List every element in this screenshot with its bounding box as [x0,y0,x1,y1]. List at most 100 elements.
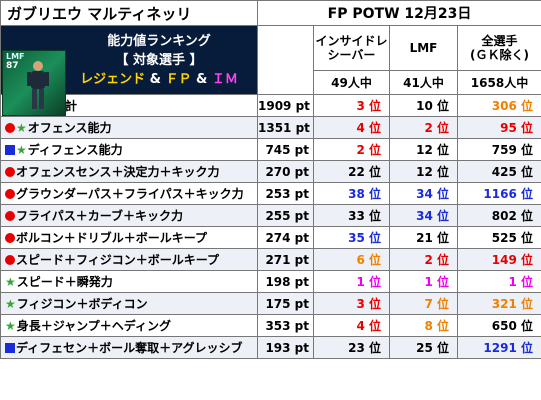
row-points: 745 pt [257,138,314,161]
row-label-text: スピード＋瞬発力 [16,275,113,289]
row-label-text: フライパス＋カーブ＋キック力 [16,209,184,223]
row-rank-isr: 35 位 [313,226,390,249]
red-dot-icon [5,167,15,177]
col-header-lmf: LMF [389,25,458,71]
row-rank-all: 149 位 [456,248,541,271]
table-row: グラウンダーパス＋フライパス＋キック力 253 pt 38 位 34 位 1166 位 [0,182,541,205]
row-rank-all: 802 位 [456,204,541,227]
row-label-text: オフェンス能力 [27,121,112,135]
row-rank-lmf: 12 位 [389,138,458,161]
row-rank-isr: 4 位 [313,314,390,337]
row-rank-all: 525 位 [456,226,541,249]
blue-square-icon [5,343,15,353]
row-rank-lmf: 1 位 [389,270,458,293]
row-label-text: ディフェセン＋ボール奪取＋アグレッシブ [16,341,243,355]
row-rank-all: 1166 位 [456,182,541,205]
red-dot-icon [5,123,15,133]
col-header-all: 全選手 (ＧＫ除く) [456,25,541,71]
table-row: ボルコン＋ドリブル＋ボールキープ 274 pt 35 位 21 位 525 位 [0,226,541,249]
row-points: 1909 pt [257,94,314,117]
row-label-text: フィジコン＋ボディコン [16,297,148,311]
red-dot-icon [5,233,15,243]
col-header-isr: インサイドレ シーバー [313,25,390,71]
banner-line-3-part: ＩＭ [211,71,238,87]
row-label: スピード＋フィジコン＋ボールキープ [0,248,258,271]
row-points: 353 pt [257,314,314,337]
count-lmf: 41人中 [389,69,458,96]
row-rank-lmf: 34 位 [389,204,458,227]
banner-line-3-part: ＦＰ [165,71,192,87]
row-rank-isr: 2 位 [313,138,390,161]
row-rank-lmf: 12 位 [389,160,458,183]
table-row: オフェンスセンス＋決定力＋キック力 270 pt 22 位 12 位 425 位 [0,160,541,183]
card-rating: 87 [6,61,19,71]
row-label: ★オフェンス能力 [0,116,258,139]
count-isr: 49人中 [313,69,390,96]
row-rank-isr: 3 位 [313,292,390,315]
banner-line-3-part: & [191,71,212,87]
row-rank-lmf: 25 位 [389,336,458,359]
row-rank-lmf: 8 位 [389,314,458,337]
row-points: 1351 pt [257,116,314,139]
row-points: 253 pt [257,182,314,205]
row-rank-all: 759 位 [456,138,541,161]
banner-line-3-part: & [145,71,166,87]
row-label-text: 身長＋ジャンプ＋ヘディング [16,319,171,333]
row-label-text: スピード＋フィジコン＋ボールキープ [16,253,220,267]
row-label-text: ディフェンス能力 [27,143,123,157]
row-rank-lmf: 21 位 [389,226,458,249]
row-rank-lmf: 34 位 [389,182,458,205]
row-label-text: ボルコン＋ドリブル＋ボールキープ [16,231,208,245]
edition-label: FP POTW 12月23日 [256,0,541,26]
blue-square-icon [5,145,15,155]
row-label-text: グラウンダーパス＋フライパス＋キック力 [16,187,244,201]
row-rank-lmf: 10 位 [389,94,458,117]
row-points: 274 pt [257,226,314,249]
row-rank-isr: 33 位 [313,204,390,227]
row-label-text: オフェンスセンス＋決定力＋キック力 [16,165,220,179]
col-header-all-label: 全選手 (ＧＫ除く) [470,33,529,62]
green-star-icon: ★ [5,297,16,311]
row-rank-all: 306 位 [456,94,541,117]
table-row: フライパス＋カーブ＋キック力 255 pt 33 位 34 位 802 位 [0,204,541,227]
row-label: ★ディフェンス能力 [0,138,258,161]
count-all: 1658人中 [456,69,541,96]
row-points: 193 pt [257,336,314,359]
row-rank-all: 1 位 [456,270,541,293]
row-rank-isr: 3 位 [313,94,390,117]
player-name: ガブリエウ マルティネッリ [0,0,258,26]
table-row: ディフェセン＋ボール奪取＋アグレッシブ 193 pt 23 位 25 位 1291 位 [0,336,541,359]
card-position: LMF [6,52,25,61]
green-star-icon: ★ [16,121,27,135]
col-header-isr-label: インサイドレ シーバー [315,33,388,62]
banner-line-2: 【 対象選手 】 [115,52,203,68]
row-label: ★スピード＋瞬発力 [0,270,258,293]
col-header-lmf-label: LMF [409,40,438,55]
row-label: ★フィジコン＋ボディコン [0,292,258,315]
row-rank-isr: 4 位 [313,116,390,139]
row-points: 270 pt [257,160,314,183]
row-rank-isr: 6 位 [313,248,390,271]
row-rank-lmf: 7 位 [389,292,458,315]
row-label: ★身長＋ジャンプ＋ヘディング [0,314,258,337]
row-rank-isr: 38 位 [313,182,390,205]
row-label: ディフェセン＋ボール奪取＋アグレッシブ [0,336,258,359]
row-rank-all: 321 位 [456,292,541,315]
row-label: ボルコン＋ドリブル＋ボールキープ [0,226,258,249]
player-figure-icon [27,61,49,109]
row-points: 175 pt [257,292,314,315]
row-label: オフェンスセンス＋決定力＋キック力 [0,160,258,183]
row-label: グラウンダーパス＋フライパス＋キック力 [0,182,258,205]
green-star-icon: ★ [5,319,16,333]
row-label: フライパス＋カーブ＋キック力 [0,204,258,227]
banner-line-1: 能力値ランキング [107,33,211,49]
row-rank-all: 95 位 [456,116,541,139]
